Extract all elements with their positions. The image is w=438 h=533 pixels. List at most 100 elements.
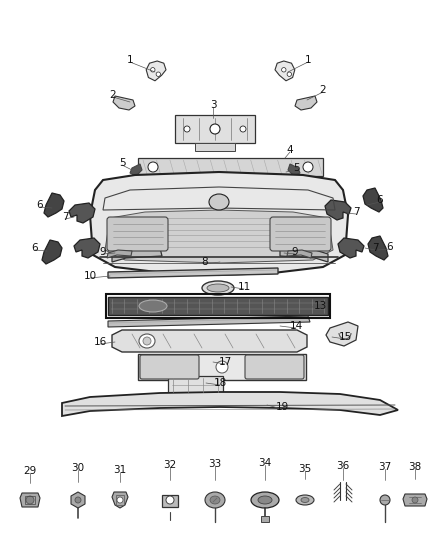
FancyBboxPatch shape	[107, 217, 168, 251]
Ellipse shape	[251, 492, 279, 508]
FancyBboxPatch shape	[270, 217, 331, 251]
Polygon shape	[108, 316, 310, 327]
Text: 16: 16	[93, 337, 106, 347]
Text: 8: 8	[201, 257, 208, 267]
Text: 7: 7	[353, 207, 359, 217]
Text: 33: 33	[208, 459, 222, 469]
Ellipse shape	[156, 72, 160, 76]
Ellipse shape	[258, 496, 272, 504]
Polygon shape	[112, 248, 162, 262]
Polygon shape	[288, 164, 300, 176]
Ellipse shape	[117, 497, 123, 503]
Ellipse shape	[216, 361, 228, 373]
Polygon shape	[108, 268, 278, 278]
Polygon shape	[20, 493, 40, 507]
Text: 32: 32	[163, 460, 177, 470]
Polygon shape	[112, 330, 307, 352]
Text: 6: 6	[32, 243, 38, 253]
Text: 29: 29	[23, 466, 37, 476]
Text: 1: 1	[305, 55, 311, 65]
Polygon shape	[74, 238, 100, 258]
Polygon shape	[368, 236, 388, 260]
Text: 11: 11	[237, 282, 251, 292]
Text: 31: 31	[113, 465, 127, 475]
Ellipse shape	[380, 495, 390, 505]
Bar	[261, 516, 269, 522]
Text: 2: 2	[320, 85, 326, 95]
Ellipse shape	[303, 162, 313, 172]
Polygon shape	[130, 164, 142, 176]
Ellipse shape	[282, 68, 286, 72]
Text: 3: 3	[210, 100, 216, 110]
Polygon shape	[105, 210, 333, 263]
Text: 19: 19	[276, 402, 289, 412]
Ellipse shape	[75, 497, 81, 503]
Polygon shape	[90, 172, 348, 275]
Bar	[138, 158, 323, 176]
Polygon shape	[403, 494, 427, 506]
Bar	[162, 495, 178, 507]
Ellipse shape	[139, 334, 155, 348]
Ellipse shape	[205, 492, 225, 508]
Text: 35: 35	[298, 464, 311, 474]
Polygon shape	[325, 200, 351, 220]
Polygon shape	[287, 250, 312, 258]
Ellipse shape	[184, 126, 190, 132]
Polygon shape	[42, 240, 62, 264]
Text: 7: 7	[372, 243, 378, 253]
Ellipse shape	[207, 284, 229, 292]
Polygon shape	[69, 203, 95, 223]
Text: 37: 37	[378, 462, 392, 472]
Ellipse shape	[296, 495, 314, 505]
Text: 5: 5	[119, 158, 125, 168]
Bar	[108, 297, 328, 315]
Text: 18: 18	[213, 378, 226, 388]
Text: 36: 36	[336, 461, 350, 471]
Text: 13: 13	[313, 301, 327, 311]
Bar	[195, 143, 235, 151]
Text: 2: 2	[110, 90, 117, 100]
Ellipse shape	[301, 497, 309, 503]
Ellipse shape	[151, 68, 155, 72]
FancyBboxPatch shape	[140, 355, 199, 379]
Ellipse shape	[240, 126, 246, 132]
Polygon shape	[62, 392, 398, 416]
Text: 34: 34	[258, 458, 272, 468]
Ellipse shape	[143, 337, 151, 345]
Ellipse shape	[26, 496, 34, 504]
Text: 9: 9	[292, 247, 298, 257]
Polygon shape	[280, 248, 328, 262]
Ellipse shape	[412, 497, 418, 503]
Bar	[25, 496, 35, 504]
Bar	[106, 294, 330, 318]
Polygon shape	[113, 96, 135, 110]
Bar	[175, 115, 255, 143]
Polygon shape	[363, 188, 383, 212]
FancyBboxPatch shape	[245, 355, 304, 379]
Polygon shape	[146, 61, 166, 81]
Text: 1: 1	[127, 55, 133, 65]
Bar	[116, 495, 124, 505]
Text: 6: 6	[377, 195, 383, 205]
Text: 7: 7	[62, 212, 68, 222]
Polygon shape	[326, 322, 358, 346]
Ellipse shape	[166, 496, 174, 504]
Bar	[138, 354, 306, 380]
Ellipse shape	[202, 281, 234, 295]
Text: 9: 9	[100, 247, 106, 257]
Ellipse shape	[210, 496, 220, 504]
Text: 4: 4	[287, 145, 293, 155]
Polygon shape	[112, 492, 128, 508]
Ellipse shape	[139, 300, 167, 312]
Text: 10: 10	[83, 271, 96, 281]
Text: 6: 6	[387, 242, 393, 252]
Text: 30: 30	[71, 463, 85, 473]
Ellipse shape	[210, 124, 220, 134]
Polygon shape	[295, 96, 317, 110]
Polygon shape	[44, 193, 64, 217]
Ellipse shape	[209, 194, 229, 210]
Ellipse shape	[148, 162, 158, 172]
Bar	[168, 376, 223, 394]
Text: 15: 15	[339, 332, 352, 342]
Text: 14: 14	[290, 321, 303, 331]
